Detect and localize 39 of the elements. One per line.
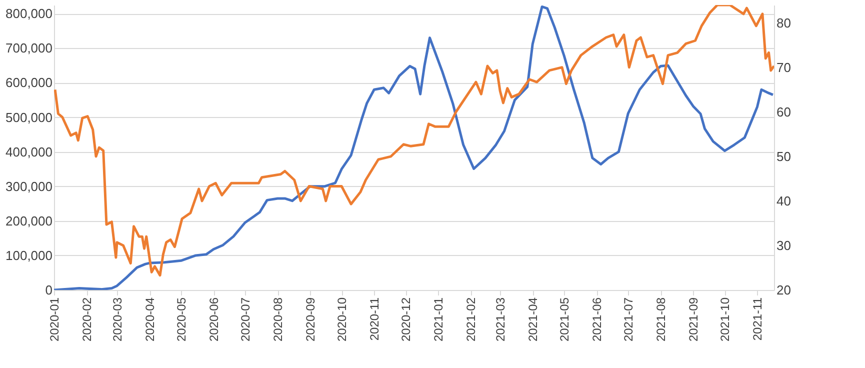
x-tick-label: 2021-04 (526, 297, 540, 342)
x-tick-label: 2021-01 (432, 297, 446, 342)
y2-tick-label: 30 (776, 238, 791, 253)
x-tick-label: 2021-06 (590, 297, 604, 342)
y-tick-label: 100,000 (6, 248, 52, 263)
y2-tick-label: 80 (776, 15, 791, 30)
x-tick-label: 2020-12 (399, 297, 414, 342)
x-tick-label: 2021-02 (464, 297, 478, 342)
y2-tick-label: 40 (776, 193, 791, 208)
x-tick-label: 2020-10 (335, 297, 350, 342)
x-tick-label: 2020-09 (304, 297, 318, 342)
x-tick-label: 2021-11 (750, 297, 765, 341)
y-tick-label: 300,000 (6, 178, 52, 194)
x-tick-label: 2020-01 (48, 297, 62, 342)
y2-tick-label: 20 (776, 282, 791, 298)
y-tick-label: 200,000 (6, 213, 52, 228)
y-tick-label: 700,000 (6, 40, 52, 56)
y-tick-label: 600,000 (6, 75, 52, 90)
y2-tick-label: 50 (776, 148, 791, 164)
x-tick-label: 2021-09 (686, 297, 701, 342)
x-tick-label: 2020-11 (368, 297, 382, 341)
y2-tick-label: 70 (776, 60, 791, 75)
x-tick-label: 2021-10 (718, 297, 732, 342)
x-tick-label: 2021-03 (494, 297, 508, 342)
x-tick-label: 2020-06 (207, 297, 222, 342)
y-tick-label: 400,000 (6, 144, 52, 160)
x-tick-label: 2020-07 (238, 297, 253, 342)
x-tick-label: 2021-07 (622, 297, 636, 342)
y-tick-label: 500,000 (6, 110, 52, 125)
x-tick-label: 2020-03 (110, 297, 124, 342)
x-tick-label: 2020-08 (271, 297, 286, 342)
x-tick-label: 2020-02 (80, 297, 94, 342)
x-tick-label: 2020-04 (143, 297, 158, 342)
x-tick-label: 2021-05 (558, 297, 572, 342)
y-tick-label: 800,000 (6, 6, 52, 22)
y-tick-label: 0 (45, 282, 52, 298)
y2-tick-label: 60 (776, 104, 791, 120)
x-tick-label: 2021-08 (654, 297, 668, 342)
x-tick-label: 2020-05 (174, 297, 188, 342)
